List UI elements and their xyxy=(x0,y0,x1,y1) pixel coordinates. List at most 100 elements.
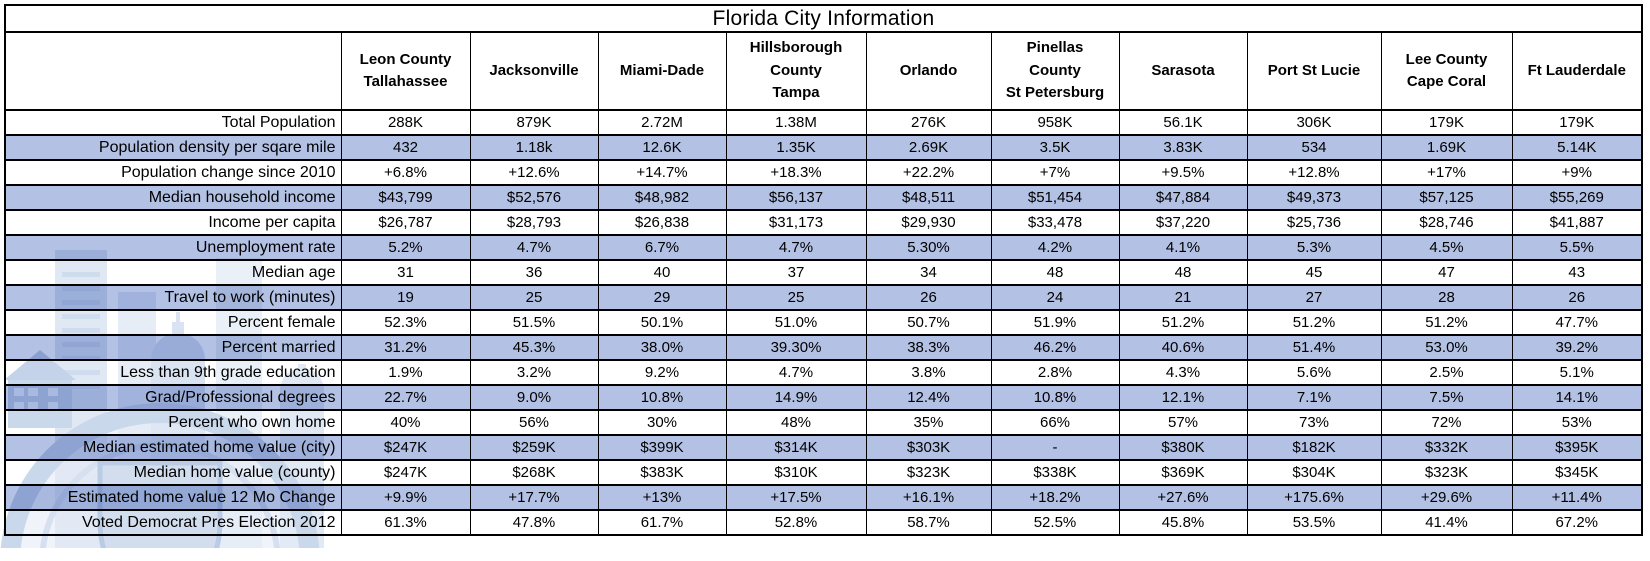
cell-value: $338K xyxy=(990,459,1120,486)
cell-value: $43,799 xyxy=(340,184,471,211)
cell-value: 9.0% xyxy=(469,384,599,411)
cell-value: +27.6% xyxy=(1118,484,1248,511)
row-label: Estimated home value 12 Mo Change xyxy=(4,484,342,511)
cell-value: 25 xyxy=(469,284,599,311)
cell-value: +22.2% xyxy=(865,159,992,186)
cell-value: 12.4% xyxy=(865,384,992,411)
table-row: Grad/Professional degrees 22.7% 9.0% 10.8% 1… xyxy=(4,384,1643,411)
cell-value: $395K xyxy=(1511,434,1643,461)
cell-value: $31,173 xyxy=(725,209,867,236)
table-row: Unemployment rate 5.2% 4.7% 6.7% 4.7% 5.30% 4.… xyxy=(4,234,1643,261)
cell-value: 57% xyxy=(1118,409,1248,436)
column-header: Hillsborough County Tampa xyxy=(725,31,867,111)
cell-value: 38.0% xyxy=(597,334,727,361)
cell-value: 5.5% xyxy=(1511,234,1643,261)
cell-value: $323K xyxy=(1380,459,1513,486)
cell-value: 1.9% xyxy=(340,359,471,386)
column-header-row: Leon County Tallahassee Jacksonville Miami… xyxy=(4,31,1643,111)
cell-value: 45 xyxy=(1246,259,1382,286)
cell-value: 51.2% xyxy=(1118,309,1248,336)
cell-value: 958K xyxy=(990,109,1120,136)
cell-value: +14.7% xyxy=(597,159,727,186)
cell-value: $47,884 xyxy=(1118,184,1248,211)
cell-value: $314K xyxy=(725,434,867,461)
row-label: Median home value (county) xyxy=(4,459,342,486)
cell-value: 51.9% xyxy=(990,309,1120,336)
cell-value: 879K xyxy=(469,109,599,136)
cell-value: 22.7% xyxy=(340,384,471,411)
cell-value: 58.7% xyxy=(865,509,992,536)
cell-value: $268K xyxy=(469,459,599,486)
table-row: Median home value (county) $247K $268K $383… xyxy=(4,459,1643,486)
table-row: Median estimated home value (city) $247K $… xyxy=(4,434,1643,461)
cell-value: $56,137 xyxy=(725,184,867,211)
cell-value: $247K xyxy=(340,459,471,486)
cell-value: 6.7% xyxy=(597,234,727,261)
cell-value: 61.7% xyxy=(597,509,727,536)
cell-value: 4.5% xyxy=(1380,234,1513,261)
cell-value: +11.4% xyxy=(1511,484,1643,511)
cell-value: $399K xyxy=(597,434,727,461)
column-header: Orlando xyxy=(865,31,992,111)
cell-value: +7% xyxy=(990,159,1120,186)
cell-value: 2.5% xyxy=(1380,359,1513,386)
cell-value: 5.2% xyxy=(340,234,471,261)
cell-value: 179K xyxy=(1380,109,1513,136)
cell-value: +18.2% xyxy=(990,484,1120,511)
cell-value: 3.8% xyxy=(865,359,992,386)
cell-value: +13% xyxy=(597,484,727,511)
cell-value: $51,454 xyxy=(990,184,1120,211)
cell-value: +6.8% xyxy=(340,159,471,186)
cell-value: +29.6% xyxy=(1380,484,1513,511)
column-header: Leon County Tallahassee xyxy=(340,31,471,111)
cell-value: 21 xyxy=(1118,284,1248,311)
cell-value: $29,930 xyxy=(865,209,992,236)
table-row: Median age 31 36 40 37 34 48 48 45 47 43 xyxy=(4,259,1643,286)
cell-value: 1.38M xyxy=(725,109,867,136)
cell-value: 24 xyxy=(990,284,1120,311)
cell-value: $41,887 xyxy=(1511,209,1643,236)
cell-value: +9.5% xyxy=(1118,159,1248,186)
cell-value: 52.8% xyxy=(725,509,867,536)
column-header: Jacksonville xyxy=(469,31,599,111)
cell-value: 14.9% xyxy=(725,384,867,411)
cell-value: 5.30% xyxy=(865,234,992,261)
cell-value: 36 xyxy=(469,259,599,286)
cell-value: 39.30% xyxy=(725,334,867,361)
column-header: Lee County Cape Coral xyxy=(1380,31,1513,111)
cell-value: 5.6% xyxy=(1246,359,1382,386)
cell-value: $323K xyxy=(865,459,992,486)
cell-value: 43 xyxy=(1511,259,1643,286)
cell-value: 25 xyxy=(725,284,867,311)
cell-value: $37,220 xyxy=(1118,209,1248,236)
cell-value: 51.4% xyxy=(1246,334,1382,361)
cell-value: 10.8% xyxy=(597,384,727,411)
cell-value: 30% xyxy=(597,409,727,436)
cell-value: $310K xyxy=(725,459,867,486)
cell-value: $369K xyxy=(1118,459,1248,486)
cell-value: $303K xyxy=(865,434,992,461)
cell-value: 45.8% xyxy=(1118,509,1248,536)
cell-value: 4.7% xyxy=(725,359,867,386)
cell-value: 40.6% xyxy=(1118,334,1248,361)
cell-value: 53% xyxy=(1511,409,1643,436)
cell-value: $33,478 xyxy=(990,209,1120,236)
cell-value: 4.7% xyxy=(725,234,867,261)
cell-value: 52.3% xyxy=(340,309,471,336)
cell-value: 26 xyxy=(1511,284,1643,311)
table-row: Percent female 52.3% 51.5% 50.1% 51.0% 50.7% 5… xyxy=(4,309,1643,336)
cell-value: - xyxy=(990,434,1120,461)
cell-value: $247K xyxy=(340,434,471,461)
cell-value: 288K xyxy=(340,109,471,136)
cell-value: 31.2% xyxy=(340,334,471,361)
cell-value: 3.83K xyxy=(1118,134,1248,161)
cell-value: 1.35K xyxy=(725,134,867,161)
city-info-table: Florida City Information Leon County Tal… xyxy=(4,4,1643,536)
row-label: Median age xyxy=(4,259,342,286)
cell-value: 2.8% xyxy=(990,359,1120,386)
cell-value: $182K xyxy=(1246,434,1382,461)
cell-value: 73% xyxy=(1246,409,1382,436)
cell-value: 41.4% xyxy=(1380,509,1513,536)
cell-value: 28 xyxy=(1380,284,1513,311)
